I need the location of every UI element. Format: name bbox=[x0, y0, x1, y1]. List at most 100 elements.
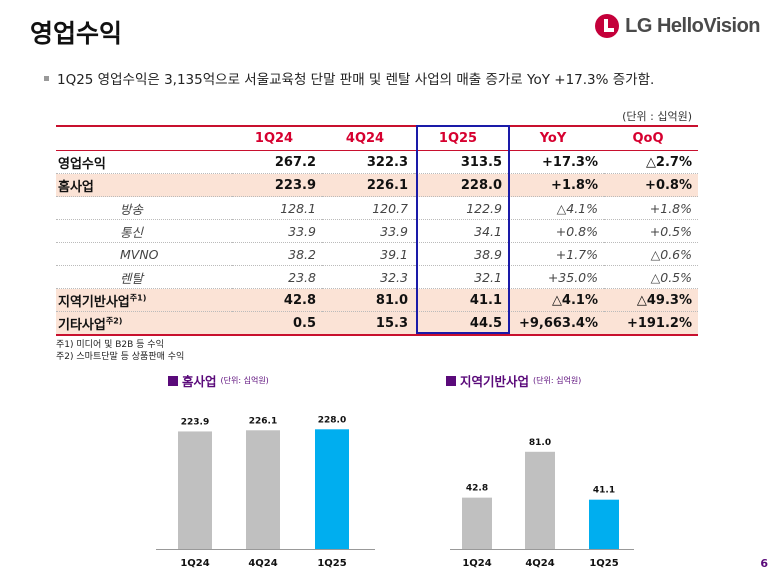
table-row: 영업수익 267.2 322.3 313.5 +17.3% △2.7% bbox=[56, 150, 698, 174]
table-cell: △4.1% bbox=[508, 196, 604, 220]
table-row: 지역기반사업주1) 42.8 81.0 41.1 △4.1% △49.3% bbox=[56, 288, 698, 312]
table-cell: 38.9 bbox=[414, 242, 508, 266]
table-row: 렌탈 23.8 32.3 32.1 +35.0% △0.5% bbox=[56, 265, 698, 289]
table-cell: 313.5 bbox=[414, 150, 508, 174]
bar bbox=[315, 429, 349, 549]
table-cell: 120.7 bbox=[322, 196, 414, 220]
row-label-text: 지역기반사업 bbox=[58, 294, 130, 310]
financial-table: 1Q24 4Q24 1Q25 YoY QoQ 영업수익 267.2 322.3 313… bbox=[56, 125, 698, 336]
data-label: 41.1 bbox=[593, 486, 615, 496]
table-cell: 44.5 bbox=[414, 311, 508, 336]
row-label-text: 방송 bbox=[120, 201, 144, 217]
table-cell: +1.8% bbox=[508, 173, 604, 197]
table-cell: △0.6% bbox=[604, 242, 698, 266]
bar bbox=[246, 430, 280, 549]
row-label: MVNO bbox=[56, 242, 232, 266]
table-header-row: 1Q24 4Q24 1Q25 YoY QoQ bbox=[56, 125, 698, 151]
square-icon bbox=[168, 375, 178, 386]
table-row: 통신 33.9 33.9 34.1 +0.8% +0.5% bbox=[56, 219, 698, 243]
summary-text: 1Q25 영업수익은 3,135억으로 서울교육청 단말 판매 및 렌탈 사업의… bbox=[57, 72, 655, 88]
summary-bullet: 1Q25 영업수익은 3,135억으로 서울교육청 단말 판매 및 렌탈 사업의… bbox=[44, 68, 654, 88]
footnote-marker: 주1) bbox=[129, 293, 147, 303]
data-label: 226.1 bbox=[249, 416, 277, 426]
table-cell: +191.2% bbox=[604, 311, 698, 336]
chart-unit: (단위: 십억원) bbox=[533, 376, 582, 385]
category-label: 4Q24 bbox=[248, 558, 277, 569]
table-cell: 15.3 bbox=[322, 311, 414, 336]
column-header bbox=[56, 125, 232, 151]
column-header: QoQ bbox=[604, 125, 698, 151]
table-cell: 42.8 bbox=[232, 288, 322, 312]
category-label: 1Q25 bbox=[589, 558, 618, 569]
table-cell: 81.0 bbox=[322, 288, 414, 312]
row-label: 통신 bbox=[56, 219, 232, 243]
category-label: 4Q24 bbox=[525, 558, 554, 569]
table-row: 방송 128.1 120.7 122.9 △4.1% +1.8% bbox=[56, 196, 698, 220]
column-header: 1Q24 bbox=[232, 125, 322, 151]
column-header: 4Q24 bbox=[322, 125, 414, 151]
table-cell: 38.2 bbox=[232, 242, 322, 266]
table-cell: 32.3 bbox=[322, 265, 414, 289]
row-label-text: 기타사업 bbox=[58, 317, 106, 333]
table-cell: 226.1 bbox=[322, 173, 414, 197]
footnote-1: 주1) 미디어 및 B2B 등 수익 bbox=[56, 340, 164, 350]
data-label: 81.0 bbox=[529, 438, 551, 448]
column-header: 1Q25 bbox=[414, 125, 508, 151]
table-cell: 0.5 bbox=[232, 311, 322, 336]
bar bbox=[525, 451, 555, 549]
table-cell: △0.5% bbox=[604, 265, 698, 289]
footnote-marker: 주2) bbox=[105, 316, 123, 326]
table-cell: 39.1 bbox=[322, 242, 414, 266]
table-cell: 32.1 bbox=[414, 265, 508, 289]
table-cell: +1.8% bbox=[604, 196, 698, 220]
chart-title-regional: 지역기반사업 (단위: 십억원) bbox=[446, 371, 581, 390]
row-label: 홈사업 bbox=[56, 173, 232, 197]
category-label: 1Q25 bbox=[317, 558, 346, 569]
column-header: YoY bbox=[508, 125, 604, 151]
chart-title-text: 지역기반사업 bbox=[460, 374, 530, 389]
regional-business-bar-chart: 42.8 1Q24 81.0 4Q24 41.1 1Q25 bbox=[450, 438, 634, 569]
bar bbox=[462, 497, 492, 549]
chart-unit: (단위: 십억원) bbox=[220, 376, 269, 385]
row-label-text: 영업수익 bbox=[58, 156, 106, 172]
bar bbox=[178, 431, 212, 549]
table-cell: 23.8 bbox=[232, 265, 322, 289]
table-cell: 33.9 bbox=[232, 219, 322, 243]
table-cell: +17.3% bbox=[508, 150, 604, 174]
table-cell: 267.2 bbox=[232, 150, 322, 174]
page-number: 6 bbox=[760, 557, 768, 570]
table-cell: +0.8% bbox=[508, 219, 604, 243]
table-cell: △49.3% bbox=[604, 288, 698, 312]
row-label: 영업수익 bbox=[56, 150, 232, 174]
row-label: 지역기반사업주1) bbox=[56, 288, 232, 312]
bullet-square-icon bbox=[44, 75, 49, 81]
row-label: 기타사업주2) bbox=[56, 311, 232, 336]
footnote-2: 주2) 스마트단말 등 상품판매 수익 bbox=[56, 352, 185, 362]
chart-title-home: 홈사업 (단위: 십억원) bbox=[168, 371, 269, 390]
data-label: 223.9 bbox=[181, 417, 209, 427]
home-business-bar-chart: 223.9 1Q24 226.1 4Q24 228.0 1Q25 bbox=[156, 415, 375, 569]
table-row: 홈사업 223.9 226.1 228.0 +1.8% +0.8% bbox=[56, 173, 698, 197]
table-cell: +9,663.4% bbox=[508, 311, 604, 336]
page-title: 영업수익 bbox=[30, 19, 123, 48]
chart-title-text: 홈사업 bbox=[182, 374, 217, 389]
table-cell: 33.9 bbox=[322, 219, 414, 243]
data-label: 42.8 bbox=[466, 484, 488, 494]
table-cell: 128.1 bbox=[232, 196, 322, 220]
table-cell: 34.1 bbox=[414, 219, 508, 243]
row-label-text: MVNO bbox=[120, 246, 159, 262]
table-cell: +0.8% bbox=[604, 173, 698, 197]
row-label-text: 홈사업 bbox=[58, 179, 94, 195]
square-icon bbox=[446, 375, 456, 386]
unit-label: (단위 : 십억원) bbox=[622, 110, 692, 123]
bar bbox=[589, 499, 619, 549]
table-cell: 228.0 bbox=[414, 173, 508, 197]
table-cell: +0.5% bbox=[604, 219, 698, 243]
logo-text: LG HelloVision bbox=[625, 14, 760, 37]
row-label: 방송 bbox=[56, 196, 232, 220]
table-cell: 122.9 bbox=[414, 196, 508, 220]
row-label: 렌탈 bbox=[56, 265, 232, 289]
table-cell: +35.0% bbox=[508, 265, 604, 289]
table-cell: △2.7% bbox=[604, 150, 698, 174]
data-label: 228.0 bbox=[318, 415, 346, 425]
